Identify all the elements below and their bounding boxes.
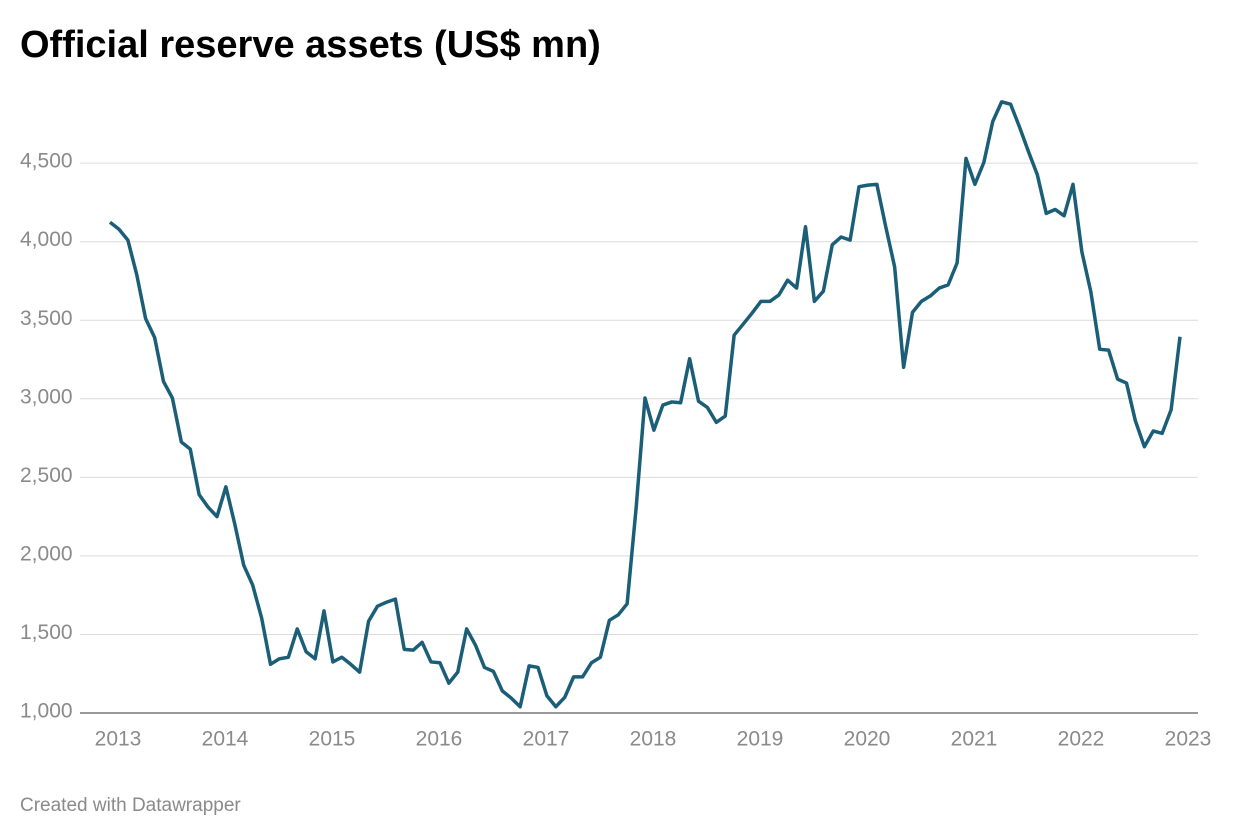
data-line [108, 100, 1182, 709]
y-tick-label: 2,000 [20, 542, 73, 565]
y-tick-label: 1,500 [20, 621, 73, 644]
x-tick-label: 2017 [523, 728, 570, 751]
x-tick-label: 2023 [1165, 728, 1212, 751]
credit: Created with Datawrapper [20, 795, 241, 816]
x-tick-label: 2020 [844, 728, 891, 751]
x-tick-label: 2013 [95, 728, 142, 751]
y-tick-label: 3,500 [20, 307, 73, 330]
chart-title: Official reserve assets (US$ mn) [20, 24, 601, 66]
y-tick-label: 2,500 [20, 464, 73, 487]
y-tick-label: 4,500 [20, 150, 73, 173]
x-tick-label: 2021 [951, 728, 998, 751]
x-tick-label: 2016 [416, 728, 463, 751]
x-tick-label: 2022 [1058, 728, 1105, 751]
x-tick-label: 2018 [630, 728, 677, 751]
y-tick-label: 1,000 [20, 700, 73, 723]
y-tick-label: 3,000 [20, 385, 73, 408]
x-tick-label: 2015 [309, 728, 356, 751]
y-tick-label: 4,000 [20, 228, 73, 251]
x-tick-label: 2019 [737, 728, 784, 751]
x-tick-label: 2014 [202, 728, 249, 751]
